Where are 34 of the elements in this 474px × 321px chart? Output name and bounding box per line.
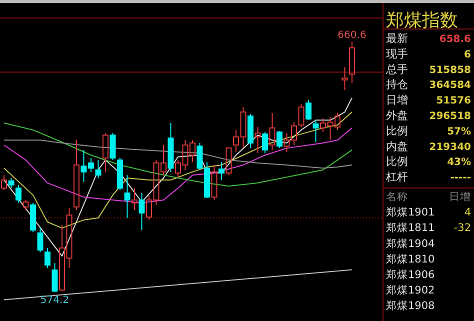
text: 最新 — [386, 32, 408, 45]
text: 郑煤1906 — [386, 269, 436, 281]
text: 郑煤1811 — [386, 222, 435, 234]
annotation: 574.2 — [40, 295, 70, 306]
text: 296518 — [429, 111, 472, 122]
text: 持仓 — [386, 78, 408, 92]
text: 总手 — [385, 62, 408, 76]
text: 219340 — [429, 142, 472, 153]
text: ----- — [450, 172, 471, 184]
text: 比例 — [386, 155, 408, 168]
text: 515858 — [429, 64, 472, 76]
text: 51576 — [436, 96, 472, 107]
text: 43% — [447, 157, 471, 168]
text: 郑煤1810 — [386, 253, 435, 266]
text: 4 — [464, 206, 472, 219]
text: 日增 — [449, 191, 471, 203]
text: 658.6 — [439, 34, 472, 45]
text: 郑煤指数 — [386, 10, 458, 31]
text: 郑煤1902 — [386, 284, 435, 297]
text: -32 — [454, 222, 471, 234]
text: 364584 — [429, 80, 472, 92]
text: 杠杆 — [385, 170, 408, 184]
text: 郑煤1901 — [386, 206, 435, 219]
text: 日增 — [386, 94, 408, 107]
text: 外盘 — [386, 109, 408, 122]
text: 57% — [447, 126, 471, 138]
text: 现手 — [386, 47, 408, 60]
text: 6 — [464, 49, 472, 60]
text: 名称 — [386, 191, 408, 203]
text: 内盘 — [386, 140, 408, 153]
text: 比例 — [386, 124, 408, 138]
annotation: 660.6 — [338, 30, 366, 41]
text: 郑煤1908 — [386, 300, 435, 312]
text: 郑煤1904 — [386, 238, 436, 250]
